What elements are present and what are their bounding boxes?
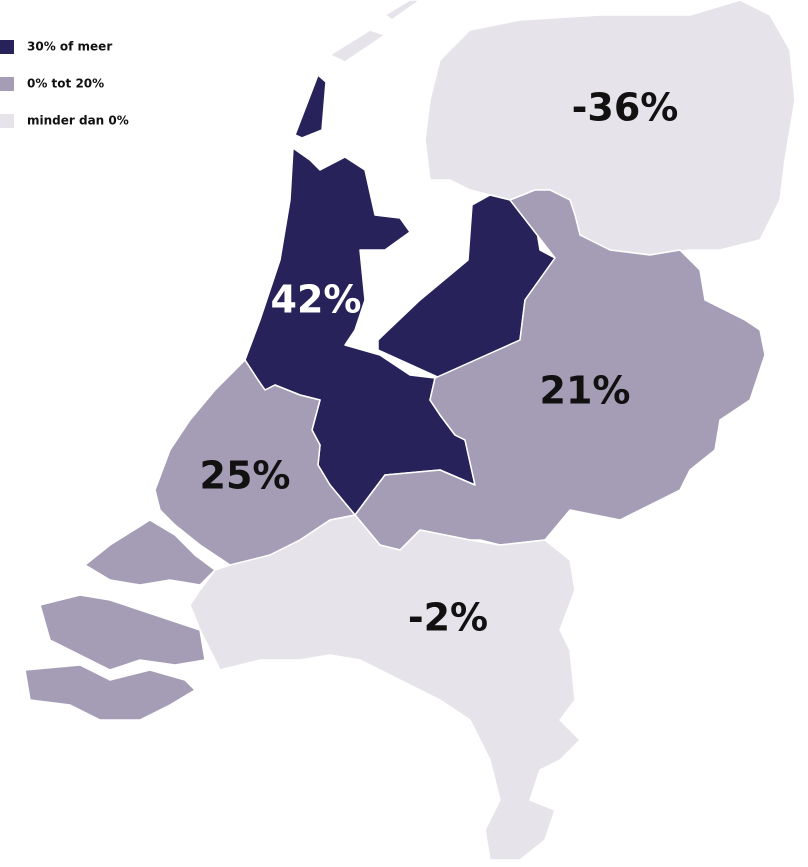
region-shape [189, 514, 581, 861]
legend-label: 30% of meer [27, 40, 112, 54]
region-shape [39, 594, 206, 671]
region-shape [354, 189, 766, 551]
region-shape [24, 664, 196, 721]
region-shape [294, 74, 327, 139]
legend-label: minder dan 0% [27, 114, 129, 128]
region-shape [424, 0, 796, 256]
legend-label: 0% tot 20% [27, 77, 104, 91]
region-label: 21% [540, 369, 631, 413]
region-shape [329, 29, 386, 63]
region-shape [384, 0, 421, 21]
region-label: -2% [408, 596, 488, 640]
region-label: 25% [200, 454, 291, 498]
region-label: -36% [572, 86, 679, 130]
region-label: 42% [271, 278, 362, 322]
legend-swatch [0, 114, 14, 128]
legend-swatch [0, 77, 14, 91]
legend-swatch [0, 40, 14, 54]
